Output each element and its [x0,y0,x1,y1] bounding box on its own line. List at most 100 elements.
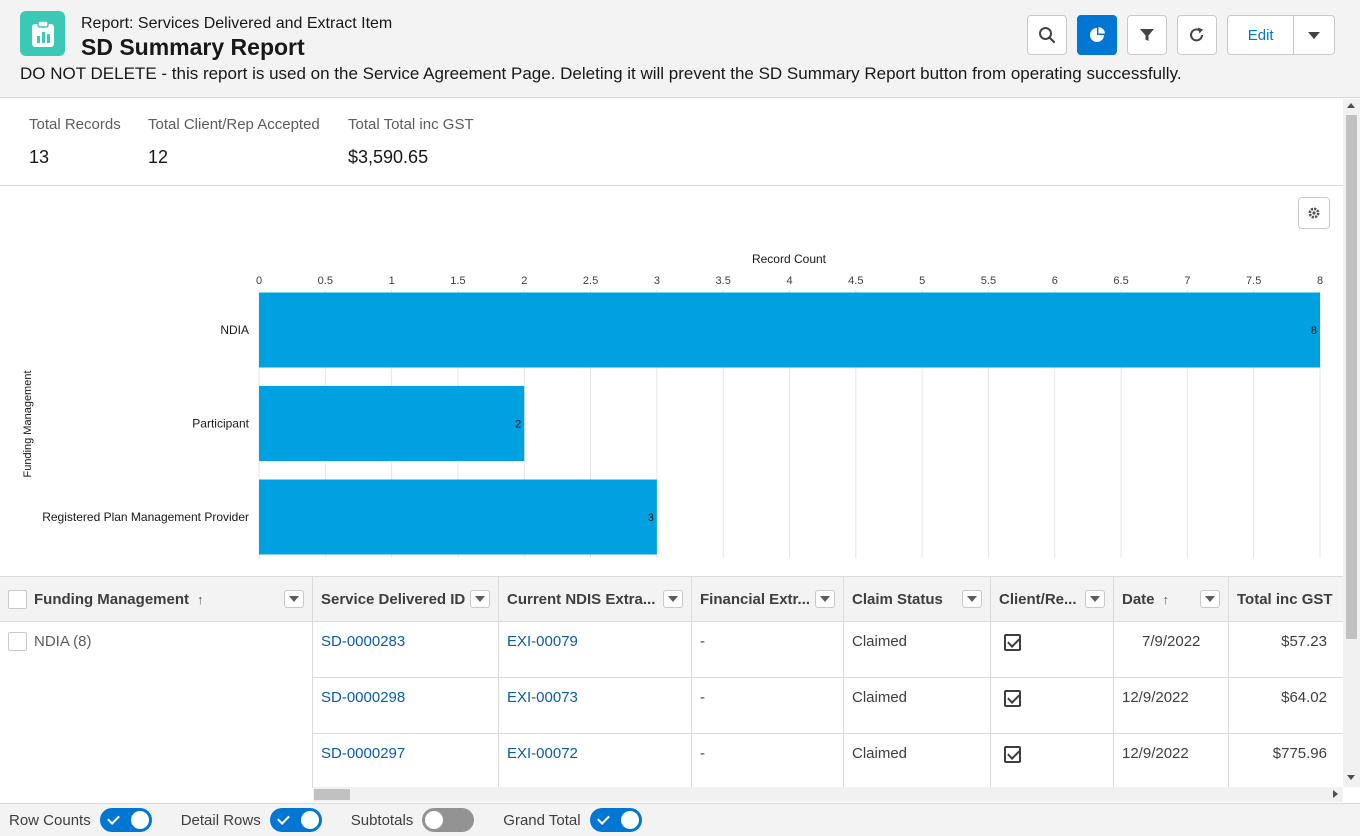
metric-value: $3,590.65 [348,147,429,167]
summary-metrics: Total Records 13 Total Client/Rep Accept… [0,99,1343,186]
extract-cell: EXI-00079 [499,622,692,678]
financial-cell: - [692,678,844,734]
x-tick-label: 1.5 [450,275,465,287]
extract-link[interactable]: EXI-00079 [507,633,578,650]
metric-value: 12 [148,147,169,167]
vertical-scrollbar[interactable] [1343,99,1360,787]
column-header-service-delivered-id[interactable]: Service Delivered ID [313,577,499,622]
detail-rows-switch[interactable] [269,808,322,832]
column-header-client-rep[interactable]: Client/Re... [991,577,1114,622]
column-header-total-inc-gst[interactable]: Total inc GST [1229,577,1343,622]
group-cell-ndia: NDIA (8) [8,632,92,651]
report-footer: Row Counts Detail Rows Subtotals Grand T… [0,803,1360,836]
column-menu-button[interactable] [1085,590,1105,608]
table-header: Funding Management ↑ Service Delivered I… [0,576,1343,622]
select-all-checkbox[interactable] [8,590,27,609]
group-label: NDIA (8) [34,633,92,650]
column-menu-button[interactable] [663,590,683,608]
accepted-cell [991,622,1114,678]
column-label: Client/Re... [999,591,1077,608]
toggle-subtotals: Subtotals [351,808,475,832]
search-button[interactable] [1027,15,1067,55]
category-label: Participant [192,417,249,431]
chart-toggle-button[interactable] [1077,15,1117,55]
report-table: Funding Management ↑ Service Delivered I… [0,576,1343,788]
x-tick-label: 2.5 [583,275,598,287]
x-tick-label: 4 [786,275,792,287]
metric-label: Total Records [29,116,121,133]
extract-link[interactable]: EXI-00073 [507,689,578,706]
column-header-financial-extract[interactable]: Financial Extr... [692,577,844,622]
checked-icon [1004,746,1021,763]
report-description: DO NOT DELETE - this report is used on t… [20,64,1182,83]
chart-settings-button[interactable] [1298,197,1330,229]
table-row: SD-0000283 EXI-00079 - Claimed 7/9/2022 … [313,622,1343,678]
x-tick-label: 2 [521,275,527,287]
sort-ascending-icon: ↑ [1162,592,1170,607]
x-tick-label: 6.5 [1113,275,1128,287]
column-menu-button[interactable] [962,590,982,608]
sd-id-link[interactable]: SD-0000283 [321,633,406,650]
column-menu-button[interactable] [815,590,835,608]
gear-icon [1308,207,1320,219]
refresh-button[interactable] [1177,15,1217,55]
total-cell: $775.96 [1272,745,1327,762]
subtotals-switch[interactable] [422,808,475,832]
column-header-current-extract[interactable]: Current NDIS Extra... [499,577,692,622]
total-cell: $64.02 [1281,689,1327,706]
metric-label: Total Total inc GST [348,116,474,133]
x-tick-label: 4.5 [848,275,863,287]
filter-button[interactable] [1127,15,1167,55]
page-title: SD Summary Report [81,34,305,60]
extract-link[interactable]: EXI-00072 [507,745,578,762]
column-label: Claim Status [852,591,943,608]
sd-id-cell: SD-0000298 [313,678,499,734]
metric-value: 13 [29,147,50,167]
column-label: Total inc GST [1237,591,1333,608]
column-header-date[interactable]: Date ↑ [1114,577,1229,622]
toggle-label: Detail Rows [180,811,261,829]
toggle-label: Grand Total [503,811,581,829]
table-row: SD-0000297 EXI-00072 - Claimed 12/9/2022… [313,734,1343,788]
column-menu-button[interactable] [470,590,490,608]
sd-id-cell: SD-0000297 [313,734,499,788]
bar-ndia [259,292,1320,368]
search-icon [1039,27,1056,44]
row-select-checkbox[interactable] [8,632,27,651]
category-label: NDIA [220,323,249,337]
grand-total-switch[interactable] [589,808,642,832]
column-header-funding-management[interactable]: Funding Management ↑ [0,577,313,622]
scroll-up-arrow[interactable] [1347,103,1355,108]
x-tick-label: 5.5 [981,275,996,287]
scroll-down-arrow[interactable] [1347,775,1355,780]
y-axis-title: Funding Management [22,370,34,477]
more-actions-button[interactable] [1294,16,1334,54]
toggle-label: Subtotals [350,811,414,829]
table-row: SD-0000298 EXI-00073 - Claimed 12/9/2022… [313,678,1343,734]
x-tick-label: 7 [1184,275,1190,287]
sd-id-link[interactable]: SD-0000297 [321,745,406,762]
row-counts-switch[interactable] [99,808,152,832]
column-label: Service Delivered ID [321,591,466,608]
column-label: Funding Management [34,591,189,608]
x-tick-label: 1 [389,275,395,287]
scroll-thumb[interactable] [314,789,350,800]
column-header-claim-status[interactable]: Claim Status [844,577,991,622]
x-tick-label: 3 [654,275,660,287]
x-tick-label: 8 [1317,275,1323,287]
scroll-right-arrow[interactable] [1333,790,1338,798]
column-menu-button[interactable] [284,590,304,608]
column-label: Current NDIS Extra... [507,591,656,608]
report-icon [20,11,65,56]
scroll-thumb[interactable] [1346,115,1357,639]
sd-id-link[interactable]: SD-0000298 [321,689,406,706]
x-tick-label: 0 [256,275,262,287]
edit-button[interactable]: Edit [1228,16,1295,54]
column-menu-button[interactable] [1200,590,1220,608]
report-header: Report: Services Delivered and Extract I… [0,0,1360,98]
horizontal-scrollbar[interactable] [313,787,1343,802]
extract-cell: EXI-00073 [499,678,692,734]
bar-participant [259,386,525,461]
x-axis-title: Record Count [752,252,827,266]
column-label: Financial Extr... [700,591,811,608]
